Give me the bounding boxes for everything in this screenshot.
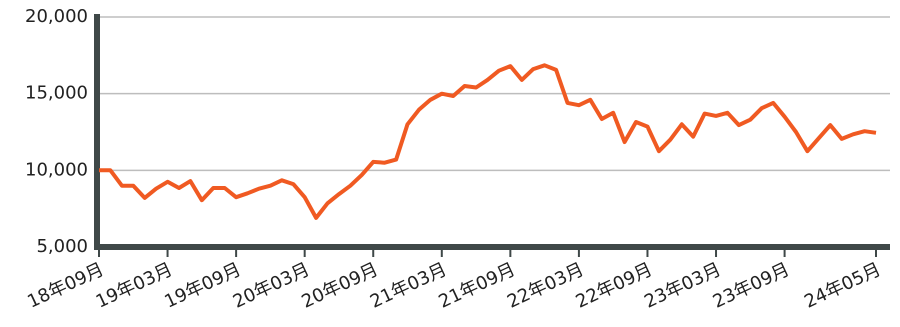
x-tick-label: 22年03月 (504, 259, 587, 313)
x-tick-label: 19年03月 (93, 259, 176, 313)
x-tick-label: 24年05月 (801, 259, 884, 313)
y-tick-label: 5,000 (36, 236, 88, 257)
x-tick-label: 21年03月 (367, 259, 450, 313)
x-tick-label: 23年03月 (641, 259, 724, 313)
x-tick-label: 18年09月 (24, 259, 107, 313)
x-tick-label: 19年09月 (161, 259, 244, 313)
y-tick-label: 20,000 (25, 6, 88, 27)
x-tick-label: 21年09月 (436, 259, 519, 313)
x-tick-label: 23年09月 (710, 259, 793, 313)
x-tick-label: 20年09月 (298, 259, 381, 313)
y-tick-label: 10,000 (25, 159, 88, 180)
x-tick-label: 22年09月 (573, 259, 656, 313)
y-tick-label: 15,000 (25, 83, 88, 104)
x-tick-label: 20年03月 (230, 259, 313, 313)
line (99, 63, 877, 220)
